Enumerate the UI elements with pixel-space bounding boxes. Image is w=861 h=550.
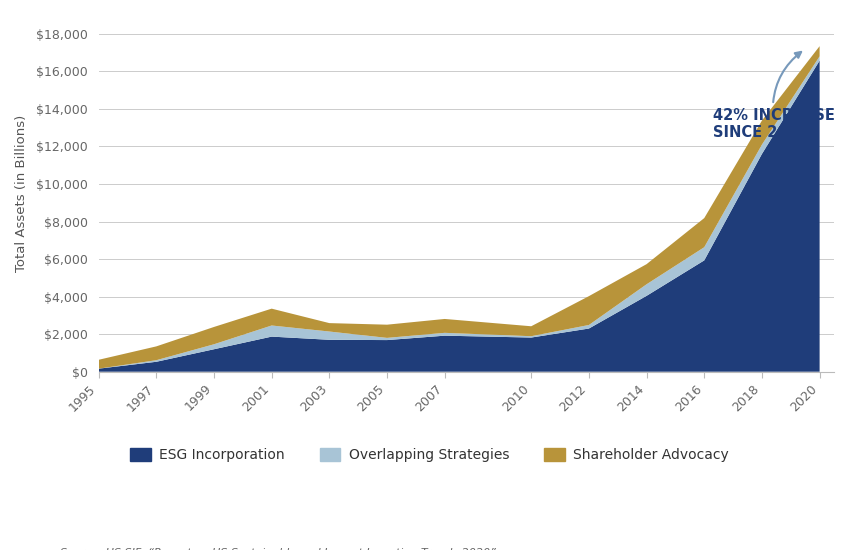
Legend: ESG Incorporation, Overlapping Strategies, Shareholder Advocacy: ESG Incorporation, Overlapping Strategie… — [125, 443, 734, 468]
Text: Source: US SIF; “Report on US Sustainable and Impact Investing Trends 2020”: Source: US SIF; “Report on US Sustainabl… — [60, 547, 496, 550]
Y-axis label: Total Assets (in Billions): Total Assets (in Billions) — [15, 115, 28, 272]
Text: 42% INCREASE
SINCE 2018: 42% INCREASE SINCE 2018 — [713, 52, 835, 140]
